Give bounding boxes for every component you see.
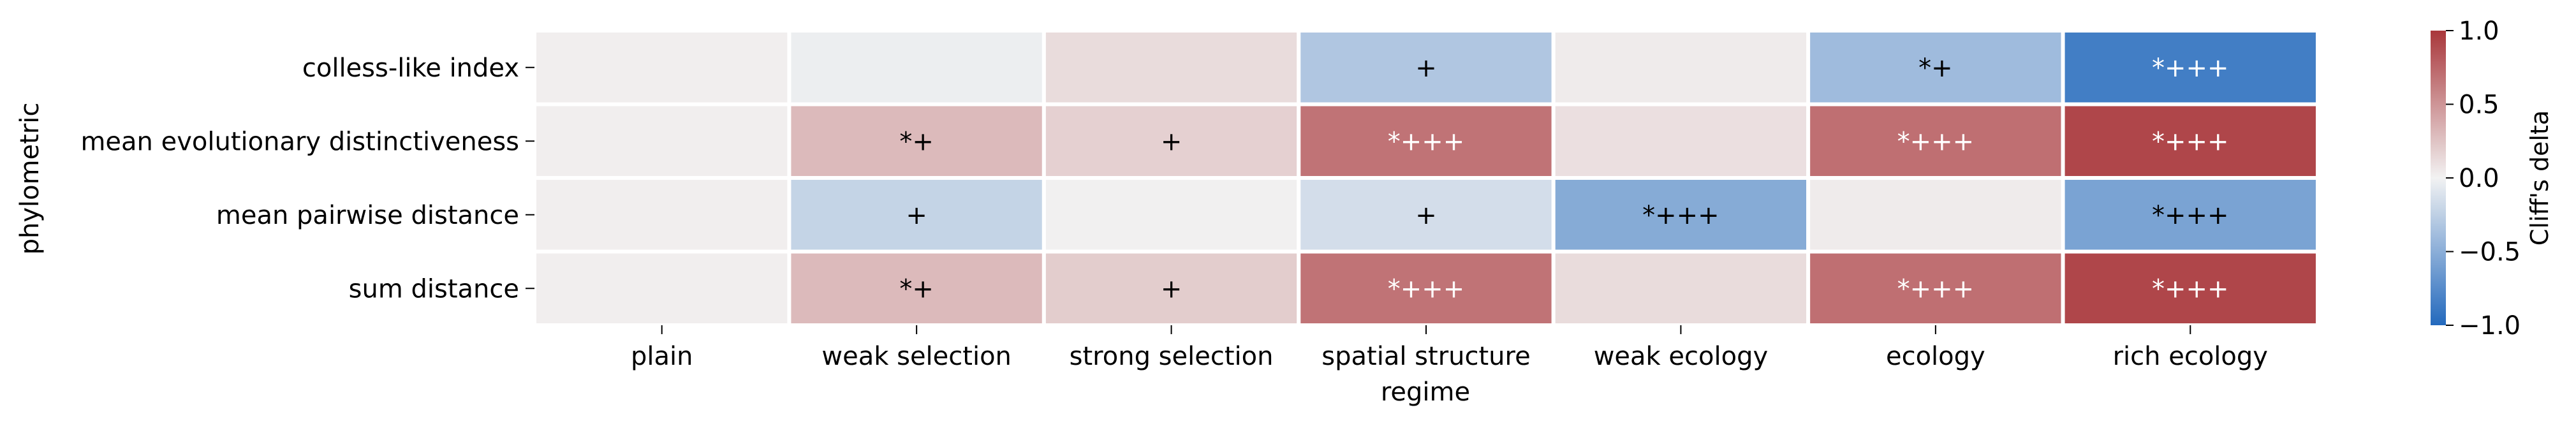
x-tick-label: spatial structure [1321, 342, 1530, 371]
cell-annotation: *+++ [1642, 201, 1719, 230]
x-tick-label: strong selection [1070, 342, 1274, 371]
colorbar-tick-label: 0.5 [2459, 91, 2499, 120]
x-axis-ticks: plain weak selection strong selection spati… [631, 325, 2268, 371]
heatmap-cell [1041, 249, 1301, 327]
cell-annotation: *+++ [2152, 54, 2229, 83]
heatmap-cell [533, 102, 791, 180]
cell-annotation: *+ [1918, 54, 1953, 83]
cell-annotation: *+ [899, 127, 934, 156]
cell-annotation: + [1161, 274, 1182, 304]
heatmap-cell [1297, 176, 1556, 254]
y-axis-ticks: colless-like index mean evolutionary dist… [80, 54, 534, 304]
x-tick-label: weak selection [821, 342, 1012, 371]
heatmap-cell [2061, 102, 2320, 180]
y-tick-label: mean pairwise distance [216, 201, 519, 230]
colorbar-ticks: −1.0 −0.5 0.0 0.5 1.0 [2446, 17, 2521, 341]
heatmap-cell [1806, 176, 2065, 254]
y-tick-label: mean evolutionary distinctiveness [80, 127, 519, 156]
heatmap-cell [1551, 102, 1811, 180]
y-tick-label: colless-like index [302, 54, 519, 83]
cell-annotation: + [906, 201, 927, 230]
colorbar-tick-label: 0.0 [2459, 164, 2499, 193]
colorbar-tick-label: −1.0 [2459, 311, 2521, 341]
cell-annotation: *+++ [1388, 127, 1465, 156]
heatmap-cell [533, 29, 791, 106]
heatmap-cell [1551, 29, 1811, 106]
heatmap-cell [2061, 249, 2320, 327]
cell-annotation: *+++ [1897, 127, 1975, 156]
cell-annotation: *+++ [2152, 127, 2229, 156]
heatmap-cell [787, 249, 1046, 327]
colorbar-label: Cliff's delta [2526, 110, 2554, 246]
heatmap-cell [1551, 249, 1811, 327]
cell-annotation: *+ [899, 274, 934, 304]
colorbar [2431, 31, 2446, 325]
heatmap-cell [2061, 29, 2320, 106]
x-tick-label: rich ecology [2113, 342, 2268, 371]
heatmap-cell [533, 249, 791, 327]
heatmap-cell [787, 176, 1046, 254]
heatmap-cell [1297, 249, 1556, 327]
x-tick-label: weak ecology [1594, 342, 1768, 371]
heatmap-cell [1041, 102, 1301, 180]
heatmap-cell [787, 102, 1046, 180]
cell-annotations: + *+ *+++ *+ + *+++ *+++ *+++ + + *+++ *+++ *+ + *+++ *… [899, 54, 2228, 304]
x-axis-label: regime [1381, 378, 1470, 407]
heatmap-cells [533, 29, 2320, 327]
y-axis-label: phylometric [15, 103, 45, 255]
heatmap-cell [1551, 176, 1811, 254]
cell-annotation: *+++ [1897, 274, 1975, 304]
colorbar-tick-label: −0.5 [2459, 238, 2521, 267]
cell-annotation: *+++ [2152, 201, 2229, 230]
cell-annotation: *+++ [1388, 274, 1465, 304]
x-tick-label: ecology [1886, 342, 1985, 371]
x-tick-label: plain [631, 342, 693, 371]
y-tick-label: sum distance [349, 274, 519, 304]
heatmap-cell [1041, 176, 1301, 254]
cell-annotation: + [1415, 201, 1437, 230]
heatmap-cell [533, 176, 791, 254]
heatmap-cell [787, 29, 1046, 106]
heatmap-cell [1041, 29, 1301, 106]
heatmap-cell [2061, 176, 2320, 254]
cell-annotation: + [1415, 54, 1437, 83]
heatmap-cell [1806, 102, 2065, 180]
cell-annotation: *+++ [2152, 274, 2229, 304]
cell-annotation: + [1161, 127, 1182, 156]
colorbar-tick-label: 1.0 [2459, 17, 2499, 46]
